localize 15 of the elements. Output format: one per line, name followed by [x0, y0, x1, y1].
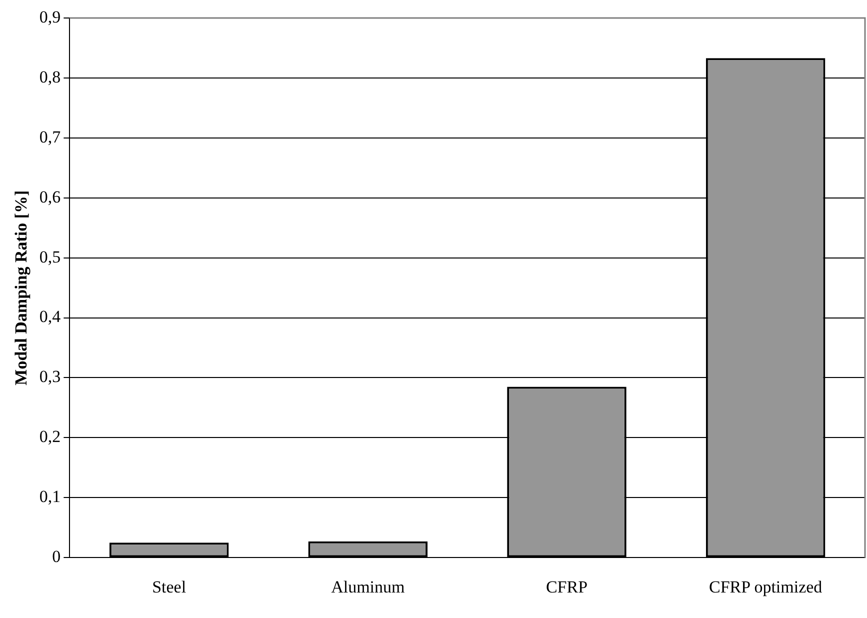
y-tick-label: 0: [52, 547, 61, 566]
x-tick-label: Steel: [152, 577, 186, 596]
y-axis-title: Modal Damping Ratio [%]: [12, 190, 31, 386]
y-tick-label: 0,8: [39, 67, 61, 86]
y-tick-label: 0,1: [39, 487, 61, 506]
y-tick-label: 0,9: [39, 7, 61, 26]
x-tick-label: CFRP: [546, 577, 588, 596]
y-tick-label: 0,6: [39, 187, 61, 206]
y-tick-label: 0,3: [39, 367, 61, 386]
y-tick-label: 0,2: [39, 427, 61, 446]
y-tick-label: 0,7: [39, 127, 62, 146]
y-tick-label: 0,4: [39, 307, 62, 326]
x-tick-label: CFRP optimized: [708, 577, 823, 596]
x-tick-label: Aluminum: [331, 577, 405, 596]
y-tick-label: 0,5: [39, 247, 61, 266]
